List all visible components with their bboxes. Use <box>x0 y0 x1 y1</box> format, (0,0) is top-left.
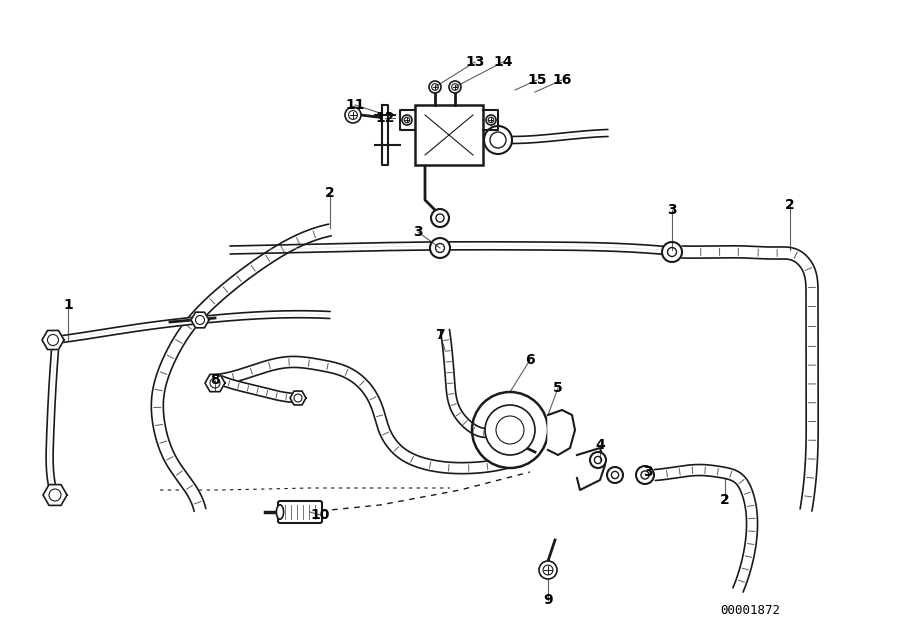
Polygon shape <box>219 376 295 403</box>
Text: 2: 2 <box>720 493 730 507</box>
Circle shape <box>485 405 535 455</box>
Circle shape <box>436 214 444 222</box>
Text: 3: 3 <box>667 203 677 217</box>
Circle shape <box>404 117 410 123</box>
Circle shape <box>486 115 496 125</box>
Circle shape <box>348 110 357 119</box>
Text: 13: 13 <box>465 55 485 69</box>
Polygon shape <box>42 330 64 349</box>
Circle shape <box>496 416 524 444</box>
Circle shape <box>543 565 553 575</box>
Circle shape <box>490 132 506 148</box>
Circle shape <box>662 242 682 262</box>
Circle shape <box>611 471 618 479</box>
Polygon shape <box>512 130 608 144</box>
FancyBboxPatch shape <box>278 501 322 523</box>
Circle shape <box>49 489 61 501</box>
Circle shape <box>432 84 438 90</box>
Polygon shape <box>205 375 225 392</box>
Polygon shape <box>290 391 306 405</box>
Polygon shape <box>382 105 388 165</box>
Text: 00001872: 00001872 <box>720 603 780 617</box>
Polygon shape <box>440 330 493 438</box>
Polygon shape <box>46 350 58 491</box>
Circle shape <box>345 107 361 123</box>
Text: 14: 14 <box>493 55 513 69</box>
Circle shape <box>668 248 677 257</box>
Text: 1: 1 <box>63 298 73 312</box>
Text: 6: 6 <box>526 353 535 367</box>
Polygon shape <box>230 242 680 256</box>
Text: 11: 11 <box>346 98 365 112</box>
Polygon shape <box>191 312 209 328</box>
Circle shape <box>594 457 601 464</box>
Polygon shape <box>682 246 818 511</box>
Polygon shape <box>654 464 758 592</box>
Circle shape <box>429 81 441 93</box>
Circle shape <box>210 378 220 388</box>
Text: 9: 9 <box>544 593 553 607</box>
Text: 10: 10 <box>310 508 329 522</box>
Polygon shape <box>55 311 330 344</box>
Polygon shape <box>151 224 331 511</box>
Circle shape <box>641 471 649 479</box>
Text: 2: 2 <box>325 186 335 200</box>
Circle shape <box>484 126 512 154</box>
Circle shape <box>436 243 445 253</box>
FancyBboxPatch shape <box>415 105 483 165</box>
Circle shape <box>488 117 494 123</box>
Text: 4: 4 <box>595 438 605 452</box>
Circle shape <box>449 81 461 93</box>
Text: 12: 12 <box>375 111 395 125</box>
Text: 5: 5 <box>554 381 562 395</box>
Text: 2: 2 <box>785 198 795 212</box>
Ellipse shape <box>276 505 284 519</box>
Circle shape <box>48 335 58 345</box>
Text: 3: 3 <box>644 465 652 479</box>
Circle shape <box>294 394 302 402</box>
Polygon shape <box>43 485 67 505</box>
Circle shape <box>539 561 557 579</box>
Polygon shape <box>214 356 537 474</box>
Text: 7: 7 <box>436 328 445 342</box>
Text: 16: 16 <box>553 73 572 87</box>
Text: 15: 15 <box>527 73 547 87</box>
Circle shape <box>430 238 450 258</box>
Circle shape <box>195 316 204 324</box>
Text: 8: 8 <box>210 373 220 387</box>
Text: 3: 3 <box>413 225 423 239</box>
Circle shape <box>607 467 623 483</box>
Circle shape <box>472 392 548 468</box>
Circle shape <box>431 209 449 227</box>
Circle shape <box>402 115 412 125</box>
Circle shape <box>452 84 458 90</box>
Circle shape <box>636 466 654 484</box>
Polygon shape <box>548 410 575 455</box>
Circle shape <box>590 452 606 468</box>
Polygon shape <box>577 448 605 490</box>
